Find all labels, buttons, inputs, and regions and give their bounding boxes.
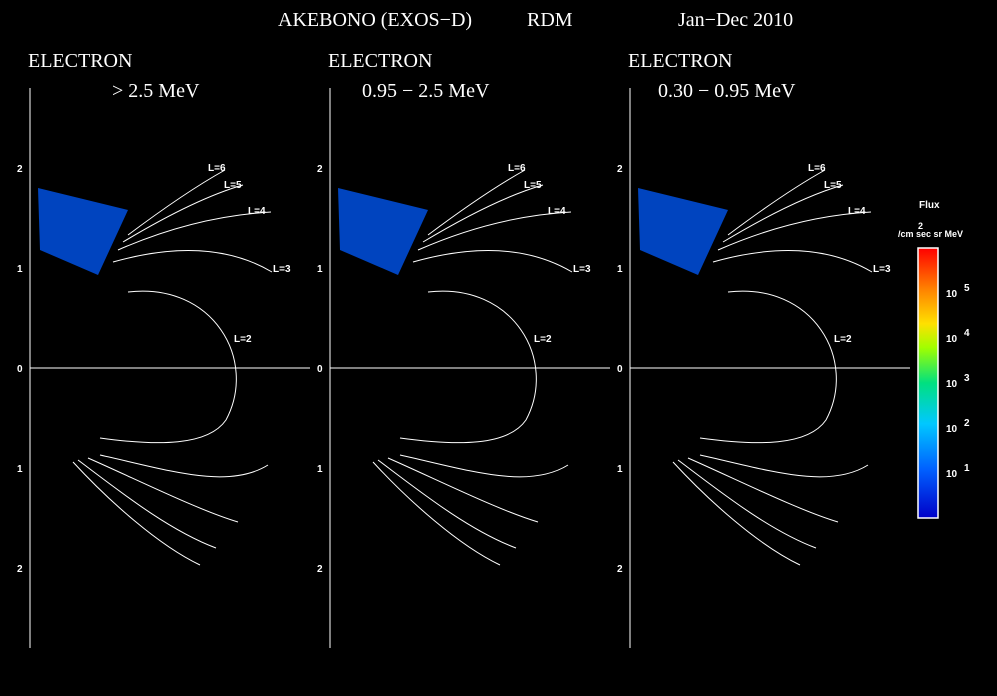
l-shell-line <box>427 169 526 236</box>
y-tick-label: 1 <box>17 464 23 475</box>
l-shell-label: L=3 <box>273 264 291 275</box>
colorbar-units: /cm sec sr MeV <box>898 229 963 239</box>
l-shell-label: L=2 <box>834 334 852 345</box>
colorbar-ticks: 10 5 10 4 10 3 10 2 10 1 <box>946 283 970 480</box>
panel-plot-area: 2 1 0 1 2 L=6 L=5 L=4 L=3 L=2 <box>617 88 910 648</box>
l-shell-label: L=6 <box>808 163 826 174</box>
l-shell-label: L=6 <box>208 163 226 174</box>
l-shell-line <box>117 211 272 251</box>
l-shell-label: L=6 <box>508 163 526 174</box>
y-tick-label: 2 <box>317 164 323 175</box>
l-shell-line <box>387 457 539 523</box>
y-tick-label: 0 <box>617 364 623 375</box>
l-shell-label: L=3 <box>573 264 591 275</box>
flux-highlat <box>38 188 128 275</box>
l-shell-line <box>77 459 217 549</box>
y-tick-label: 2 <box>617 564 623 575</box>
l-shell-label: L=3 <box>873 264 891 275</box>
l-shell-line <box>717 211 872 251</box>
l-shell-line <box>87 457 239 523</box>
y-tick-label: 2 <box>317 564 323 575</box>
colorbar-units-superscript: 2 <box>918 221 923 231</box>
panel-species-label: ELECTRON <box>328 50 432 72</box>
l-shell-label: L=2 <box>234 334 252 345</box>
l-shell-line <box>127 169 226 236</box>
l-shell-line <box>399 454 569 478</box>
panel-0.30-0.95mev: ELECTRON 0.30 − 0.95 MeV 2 1 0 1 2 L=6 L=5 L=4 L… <box>617 50 910 648</box>
panel-energy-label: 0.30 − 0.95 MeV <box>658 80 796 102</box>
l-shell-line <box>99 290 237 444</box>
colorbar-scale <box>917 247 939 519</box>
l-shell-label: L=4 <box>848 206 866 217</box>
colorbar: Flux 2 /cm sec sr MeV 10 5 10 4 10 3 10 2 10 1 <box>898 200 970 519</box>
panel-species-label: ELECTRON <box>628 50 732 72</box>
period-title: Jan−Dec 2010 <box>678 9 793 31</box>
panel-0.95-2.5mev: ELECTRON 0.95 − 2.5 MeV 2 1 0 1 2 L=6 L=5 L=4 L=… <box>317 50 610 648</box>
l-shell-label: L=5 <box>224 180 242 191</box>
y-tick-label: 1 <box>617 264 623 275</box>
panel-gt-2.5mev: ELECTRON > 2.5 MeV 2 1 0 1 2 L=6 L=5 L=4 L=3 L=2 <box>17 50 310 648</box>
y-tick-label: 0 <box>317 364 323 375</box>
colorbar-tick-exponent: 2 <box>964 418 970 429</box>
y-tick-label: 1 <box>17 264 23 275</box>
l-shell-label: L=2 <box>534 334 552 345</box>
colorbar-tick-exponent: 4 <box>964 328 970 339</box>
l-shell-line <box>377 459 517 549</box>
l-shell-line <box>72 461 201 566</box>
panel-species-label: ELECTRON <box>28 50 132 72</box>
y-tick-label: 1 <box>317 264 323 275</box>
l-shell-line <box>712 250 873 273</box>
l-shell-line <box>699 290 837 444</box>
y-tick-label: 0 <box>17 364 23 375</box>
flux-highlat <box>638 188 728 275</box>
l-shell-line <box>722 184 844 243</box>
colorbar-tick-exponent: 3 <box>964 373 970 384</box>
colorbar-tick-label: 10 <box>946 469 958 480</box>
l-shell-line <box>99 454 269 478</box>
mission-title: AKEBONO (EXOS−D) <box>278 9 472 31</box>
l-shell-line <box>399 290 537 444</box>
panel-energy-label: 0.95 − 2.5 MeV <box>362 80 490 102</box>
panel-energy-label: > 2.5 MeV <box>112 80 200 102</box>
l-shell-line <box>372 461 501 566</box>
l-shell-label: L=4 <box>548 206 566 217</box>
colorbar-tick-label: 10 <box>946 334 958 345</box>
colorbar-tick-label: 10 <box>946 379 958 390</box>
flux-highlat <box>338 188 428 275</box>
panel-plot-area: 2 1 0 1 2 L=6 L=5 L=4 L=3 L=2 <box>317 88 610 648</box>
l-shell-line <box>727 169 826 236</box>
l-shell-line <box>672 461 801 566</box>
l-shell-line <box>417 211 572 251</box>
y-tick-label: 1 <box>317 464 323 475</box>
colorbar-tick-exponent: 1 <box>964 463 970 474</box>
l-shell-line <box>677 459 817 549</box>
panel-plot-area: 2 1 0 1 2 L=6 L=5 L=4 L=3 L=2 <box>17 88 310 648</box>
instrument-title: RDM <box>527 9 573 31</box>
l-shell-line <box>112 250 273 273</box>
y-tick-label: 2 <box>17 164 23 175</box>
l-shell-line <box>422 184 544 243</box>
l-shell-line <box>412 250 573 273</box>
l-shell-label: L=5 <box>824 180 842 191</box>
y-tick-label: 1 <box>617 464 623 475</box>
y-tick-label: 2 <box>617 164 623 175</box>
colorbar-tick-label: 10 <box>946 289 958 300</box>
l-shell-line <box>699 454 869 478</box>
l-shell-line <box>687 457 839 523</box>
colorbar-tick-exponent: 5 <box>964 283 970 294</box>
l-shell-label: L=4 <box>248 206 266 217</box>
y-tick-label: 2 <box>17 564 23 575</box>
colorbar-tick-label: 10 <box>946 424 958 435</box>
l-shell-line <box>122 184 244 243</box>
l-shell-label: L=5 <box>524 180 542 191</box>
colorbar-title: Flux <box>919 200 940 211</box>
